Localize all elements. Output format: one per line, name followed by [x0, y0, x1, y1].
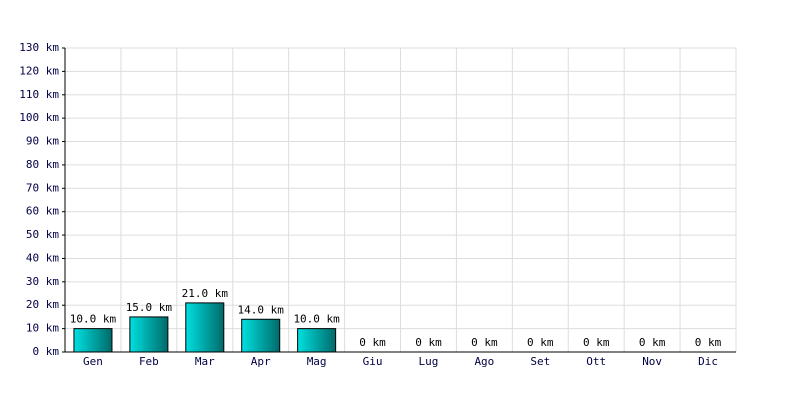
y-tick-label: 0 km — [33, 345, 60, 358]
bar — [73, 328, 113, 353]
y-tick-label: 20 km — [26, 298, 59, 311]
x-tick-label: Nov — [642, 355, 662, 368]
x-tick-label: Ago — [474, 355, 494, 368]
y-tick-label: 130 km — [19, 41, 59, 54]
value-label: 0 km — [695, 336, 722, 349]
y-tick-label: 30 km — [26, 275, 59, 288]
y-tick-label: 100 km — [19, 111, 59, 124]
value-label: 0 km — [527, 336, 554, 349]
value-label: 0 km — [359, 336, 386, 349]
value-label: 15.0 km — [126, 301, 173, 314]
bar — [129, 316, 169, 353]
x-tick-label: Mag — [307, 355, 327, 368]
x-tick-label: Ott — [586, 355, 606, 368]
x-tick-label: Feb — [139, 355, 159, 368]
value-label: 21.0 km — [182, 287, 229, 300]
x-tick-label: Set — [530, 355, 550, 368]
y-tick-label: 50 km — [26, 228, 59, 241]
x-tick-label: Apr — [251, 355, 271, 368]
value-label: 10.0 km — [70, 313, 117, 326]
value-label: 0 km — [415, 336, 442, 349]
bar — [241, 318, 281, 353]
x-tick-label: Dic — [698, 355, 718, 368]
y-tick-label: 120 km — [19, 64, 59, 77]
y-tick-label: 40 km — [26, 251, 59, 264]
value-label: 0 km — [639, 336, 666, 349]
y-tick-label: 110 km — [19, 88, 59, 101]
value-label: 10.0 km — [293, 313, 340, 326]
bar — [297, 328, 337, 353]
bar — [185, 302, 225, 353]
value-label: 0 km — [583, 336, 610, 349]
y-tick-label: 80 km — [26, 158, 59, 171]
y-tick-label: 60 km — [26, 205, 59, 218]
x-tick-label: Giu — [363, 355, 383, 368]
y-tick-label: 90 km — [26, 135, 59, 148]
x-tick-label: Gen — [83, 355, 103, 368]
y-tick-label: 10 km — [26, 322, 59, 335]
value-label: 0 km — [471, 336, 498, 349]
y-tick-label: 70 km — [26, 181, 59, 194]
value-label: 14.0 km — [238, 303, 285, 316]
x-tick-label: Lug — [419, 355, 439, 368]
x-tick-label: Mar — [195, 355, 215, 368]
